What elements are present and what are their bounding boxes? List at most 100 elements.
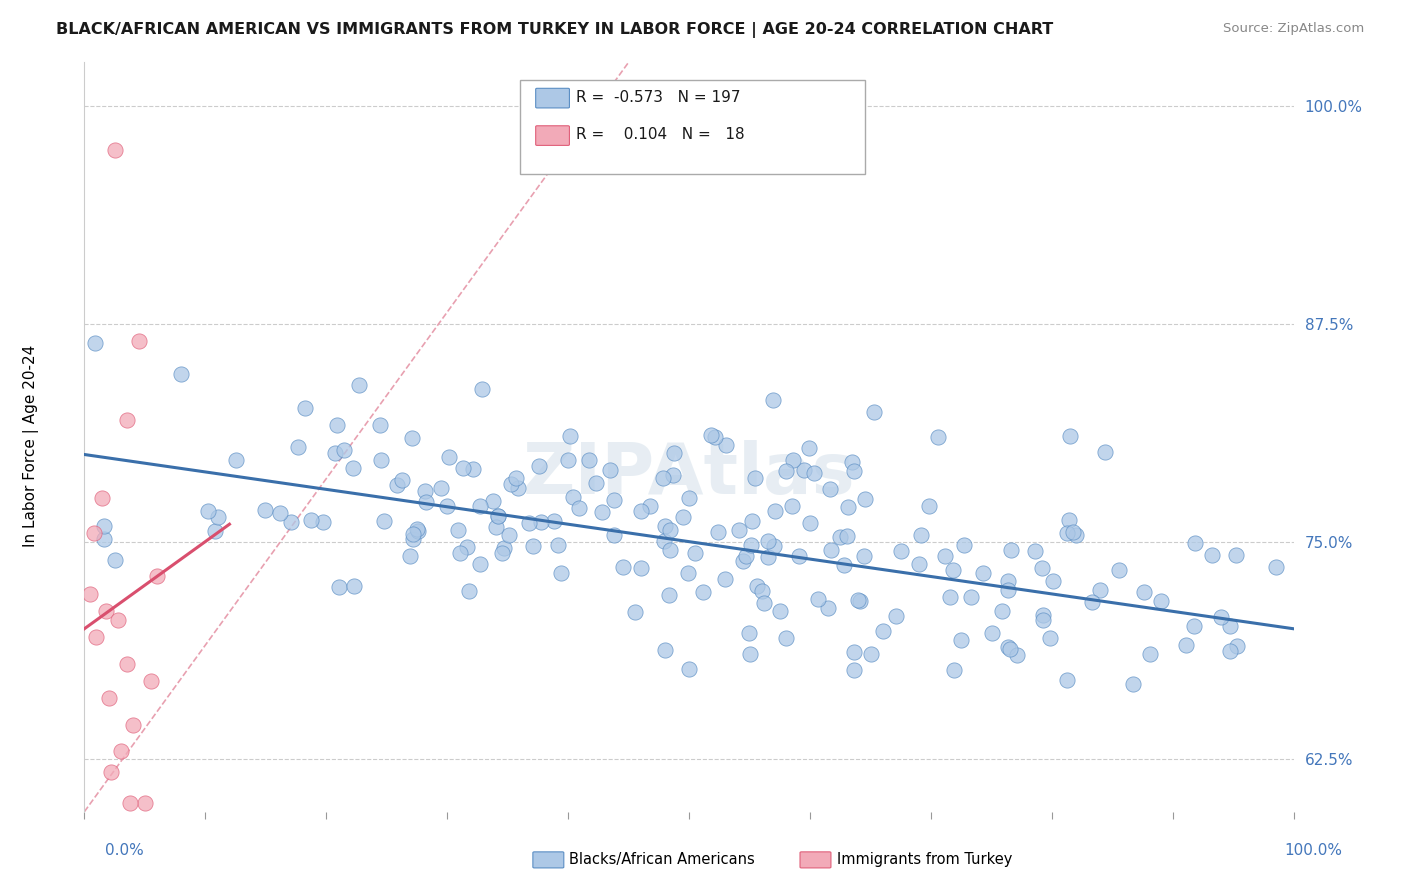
Point [1032, 607, 1054, 622]
Point [918, 499, 941, 513]
Point [468, 499, 491, 513]
Point [451, 461, 474, 475]
Point [1184, 536, 1206, 550]
Point [740, 539, 762, 553]
Point [846, 592, 869, 607]
Point [762, 392, 785, 407]
Point [910, 528, 932, 542]
Point [599, 463, 621, 477]
Point [207, 509, 229, 524]
Point [146, 569, 169, 583]
Point [728, 523, 751, 537]
Text: BLACK/AFRICAN AMERICAN VS IMMIGRANTS FROM TURKEY IN LABOR FORCE | AGE 20-24 CORR: BLACK/AFRICAN AMERICAN VS IMMIGRANTS FRO… [56, 22, 1053, 38]
Point [683, 546, 706, 560]
Point [468, 557, 491, 571]
Point [842, 644, 865, 658]
Point [294, 401, 316, 416]
Point [121, 717, 143, 731]
Point [1057, 513, 1080, 527]
Point [807, 592, 830, 607]
Point [1031, 561, 1053, 575]
Point [1150, 593, 1173, 607]
Point [651, 471, 673, 485]
Point [406, 522, 429, 536]
Point [328, 580, 350, 594]
Point [287, 440, 309, 454]
Point [787, 549, 810, 563]
Point [751, 584, 773, 599]
Point [120, 796, 142, 810]
Point [486, 509, 509, 524]
Point [253, 502, 276, 516]
Point [1005, 648, 1028, 662]
Point [547, 538, 569, 552]
Point [939, 590, 962, 604]
Point [950, 633, 973, 648]
Point [557, 453, 579, 467]
Point [457, 584, 479, 599]
Point [738, 647, 761, 661]
Point [678, 491, 700, 506]
Point [731, 554, 754, 568]
Point [79, 587, 101, 601]
Point [659, 523, 682, 537]
Point [115, 657, 138, 671]
Text: 0.0%: 0.0% [105, 843, 145, 858]
Point [890, 544, 912, 558]
Point [1201, 548, 1223, 562]
Point [630, 561, 652, 575]
Point [402, 532, 425, 546]
Text: Immigrants from Turkey: Immigrants from Turkey [837, 853, 1012, 867]
Point [1211, 609, 1233, 624]
Point [406, 524, 429, 538]
Point [734, 549, 756, 563]
Point [713, 572, 735, 586]
Point [578, 453, 600, 467]
Point [402, 526, 425, 541]
Point [491, 546, 513, 560]
Point [505, 471, 527, 485]
Point [1059, 429, 1081, 443]
Point [450, 546, 472, 560]
Point [342, 461, 364, 475]
Point [852, 549, 875, 563]
Point [662, 446, 685, 460]
Text: In Labor Force | Age 20-24: In Labor Force | Age 20-24 [22, 345, 39, 547]
Point [630, 504, 652, 518]
Point [1088, 583, 1111, 598]
Point [738, 625, 761, 640]
Point [299, 512, 322, 526]
Point [93, 533, 115, 547]
Point [481, 493, 503, 508]
Point [1024, 544, 1046, 558]
Point [703, 430, 725, 444]
Point [370, 453, 392, 467]
Point [1132, 584, 1154, 599]
Point [415, 483, 437, 498]
Point [326, 418, 349, 433]
Point [399, 549, 422, 563]
Point [86, 631, 108, 645]
Point [1219, 644, 1241, 658]
Point [225, 453, 247, 467]
Point [886, 608, 908, 623]
Point [654, 519, 676, 533]
Point [1225, 549, 1247, 563]
Point [745, 579, 768, 593]
Point [558, 429, 581, 443]
Point [1108, 562, 1130, 576]
Point [568, 501, 591, 516]
Point [756, 533, 779, 548]
Point [844, 663, 866, 677]
Point [638, 499, 661, 513]
Text: Blacks/African Americans: Blacks/African Americans [569, 853, 755, 867]
Point [522, 539, 544, 553]
Point [93, 519, 115, 533]
Text: R =  -0.573   N = 197: R = -0.573 N = 197 [576, 90, 741, 104]
Point [678, 662, 700, 676]
Point [463, 462, 485, 476]
Point [793, 463, 815, 477]
Point [1182, 619, 1205, 633]
Point [707, 525, 730, 540]
Point [676, 566, 699, 580]
